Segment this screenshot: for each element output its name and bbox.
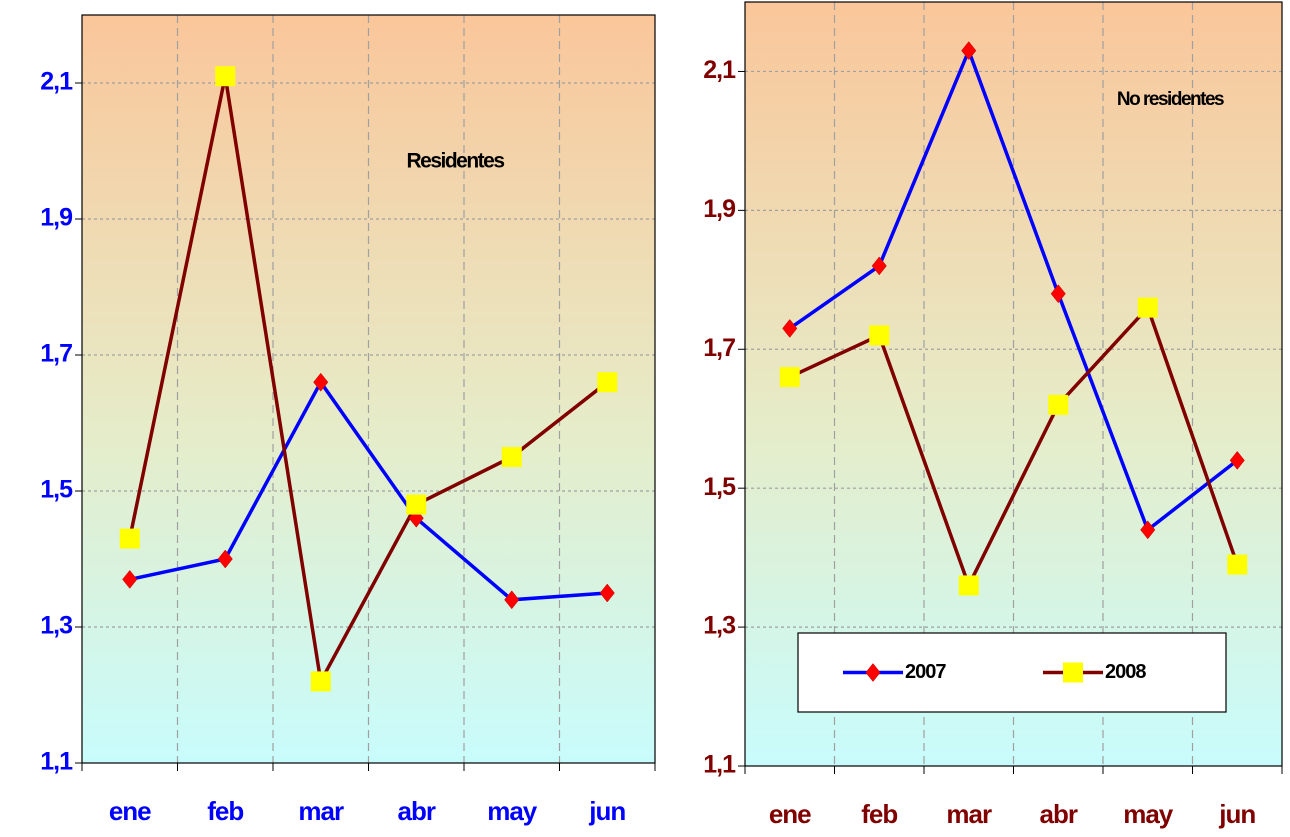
x-tick-label: mar [298, 796, 344, 826]
y-tick-label: 1,5 [703, 473, 736, 501]
series-line [788, 45, 1239, 533]
y-tick-label: 1,1 [40, 748, 73, 776]
y-tick-label: 1,7 [703, 334, 735, 362]
annotation: No residentes [1117, 89, 1224, 110]
x-tick-label: jun [588, 796, 625, 826]
series-line [789, 304, 1239, 590]
marker [782, 319, 798, 338]
annotation: Residentes [406, 150, 504, 173]
marker [504, 590, 520, 610]
marker [119, 528, 140, 549]
x-tick-label: ene [109, 796, 151, 826]
marker [958, 575, 979, 596]
marker [313, 372, 329, 392]
legend-marker [865, 663, 881, 682]
x-tick-label: abr [1040, 799, 1078, 829]
x-tick-label: may [1123, 799, 1174, 829]
legend-label: 2008 [1105, 661, 1146, 683]
marker [310, 671, 331, 692]
marker [961, 41, 977, 61]
y-tick-label: 2,1 [40, 68, 73, 96]
marker [779, 367, 800, 388]
marker [217, 549, 233, 569]
y-tick-label: 1,9 [703, 195, 735, 223]
legend-label: 2007 [905, 661, 946, 683]
y-tick-label: 1,9 [40, 204, 72, 232]
x-tick-label: ene [769, 799, 811, 829]
y-tick-label: 1,7 [40, 340, 72, 368]
series-line [128, 75, 609, 687]
marker [406, 494, 427, 515]
marker [1137, 297, 1158, 318]
y-tick-label: 1,1 [703, 751, 736, 779]
y-tick-label: 2,1 [703, 56, 736, 84]
x-tick-label: jun [1218, 799, 1255, 829]
marker [1140, 520, 1156, 540]
marker [871, 256, 887, 276]
marker [599, 583, 615, 603]
series-line [129, 378, 608, 602]
marker [597, 372, 618, 393]
y-tick-label: 1,3 [40, 612, 72, 640]
marker [1229, 450, 1245, 470]
marker [122, 569, 138, 589]
x-tick-label: may [487, 796, 538, 826]
x-tick-label: feb [207, 796, 243, 826]
y-tick-label: 1,3 [703, 612, 735, 640]
marker [1227, 554, 1248, 575]
x-tick-label: abr [398, 796, 436, 826]
plot-area [82, 15, 655, 763]
marker [501, 447, 522, 467]
marker [215, 66, 236, 87]
marker [869, 325, 890, 346]
marker [1050, 284, 1066, 304]
marker [1048, 394, 1069, 415]
legend-marker [1063, 662, 1083, 683]
y-tick-label: 1,5 [40, 476, 73, 504]
x-tick-label: mar [946, 799, 992, 829]
x-tick-label: feb [861, 799, 897, 829]
